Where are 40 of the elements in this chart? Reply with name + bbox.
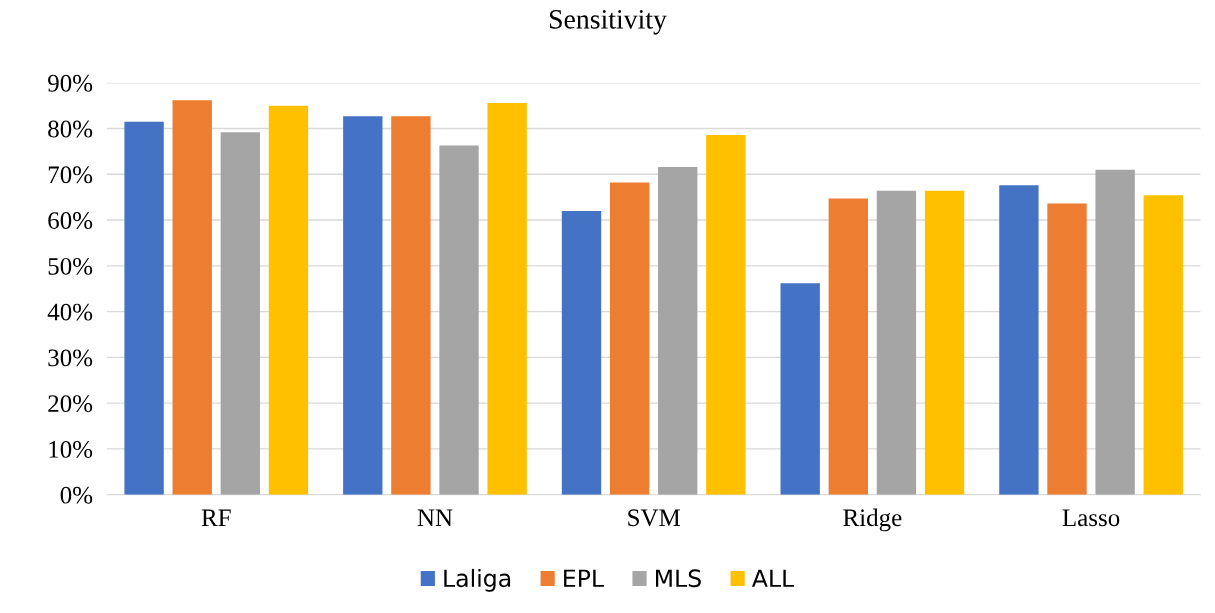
y-tick-label: 70%: [48, 166, 93, 184]
y-tick-label: 80%: [48, 120, 93, 138]
bar: [658, 166, 698, 495]
bar: [561, 210, 602, 495]
y-tick-label: 30%: [48, 349, 93, 367]
x-tick-label: Ridge: [843, 508, 902, 532]
bar: [828, 198, 868, 495]
bar: [1047, 203, 1087, 495]
legend-label: ALL: [751, 569, 795, 587]
bar: [999, 185, 1039, 495]
legend-label: MLS: [656, 569, 701, 588]
bar: [1095, 169, 1135, 495]
y-tick-label: 20%: [48, 395, 93, 413]
y-tick-label: 50%: [48, 257, 93, 275]
x-tick-label: Lasso: [1062, 509, 1120, 527]
bar: [343, 116, 383, 495]
bar: [124, 121, 164, 495]
bar: [609, 182, 650, 495]
bar: [1143, 195, 1183, 495]
bar: [220, 132, 261, 495]
x-tick-label: SVM: [628, 509, 681, 527]
x-tick-label: NN: [417, 509, 453, 526]
bar: [487, 102, 527, 495]
y-tick-label: 60%: [48, 212, 93, 230]
legend-label: Laliga: [444, 568, 511, 592]
bar: [876, 190, 917, 495]
bar: [391, 116, 431, 495]
y-tick-label: 10%: [49, 440, 93, 458]
bar: [706, 134, 746, 495]
y-tick-label: 0%: [60, 486, 93, 504]
bar: [268, 105, 309, 495]
bar: [780, 283, 820, 495]
bar: [924, 190, 965, 495]
bar: [172, 100, 212, 495]
bar: [439, 145, 479, 495]
legend-label: EPL: [564, 569, 604, 587]
y-tick-label: 90%: [48, 74, 93, 92]
x-tick-label: RF: [201, 509, 231, 526]
y-tick-label: 40%: [47, 303, 93, 321]
chart-title: Sensitivity: [549, 10, 667, 35]
